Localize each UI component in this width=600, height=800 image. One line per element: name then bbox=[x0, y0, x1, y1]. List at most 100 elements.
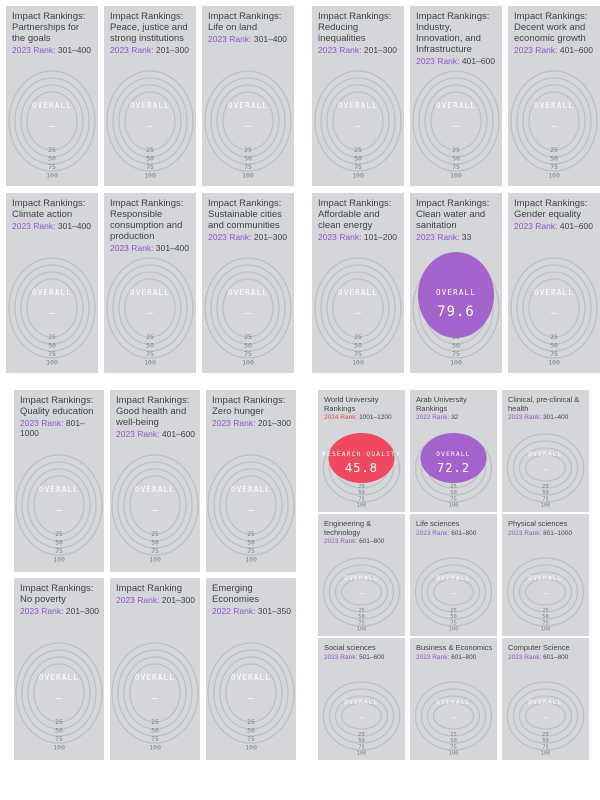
scale-tick: 100 bbox=[357, 503, 367, 509]
dial-ring bbox=[26, 91, 78, 151]
ranking-card[interactable]: Computer Science 2023 Rank: 601–800 OVERAL… bbox=[502, 638, 589, 760]
ranking-card[interactable]: Arab University Rankings 2022 Rank: 32 OVE… bbox=[410, 390, 497, 512]
rank-line: 2023 Rank: 101–200 bbox=[318, 231, 400, 243]
rank-value: 33 bbox=[461, 231, 472, 242]
rank-line: 2023 Rank: 601–800 bbox=[324, 538, 401, 545]
dial-ring bbox=[33, 475, 85, 535]
rank-label: 2023 Rank: bbox=[110, 242, 154, 253]
overall-label: OVERALL bbox=[231, 673, 271, 682]
ranking-title: Business & Economics bbox=[416, 643, 493, 652]
ranking-card[interactable]: Social sciences 2023 Rank: 501–600 OVERALL… bbox=[318, 638, 405, 760]
ranking-card[interactable]: Engineering & technology 2023 Rank: 601–8… bbox=[318, 514, 405, 636]
rank-line: 2023 Rank: 401–600 bbox=[514, 221, 596, 232]
rank-line: 2023 Rank: 201–300 bbox=[318, 45, 400, 56]
ranking-card[interactable]: Impact Rankings: Decent work and economi… bbox=[508, 6, 600, 186]
ranking-card[interactable]: Emerging Economies 2022 Rank: 301–350 OVER… bbox=[206, 578, 296, 760]
ranking-card[interactable]: Impact Rankings: Industry, Innovation, a… bbox=[410, 6, 502, 186]
scale-tick: 100 bbox=[149, 556, 161, 564]
dial-ring bbox=[334, 571, 389, 613]
ranking-card[interactable]: Impact Rankings: Clean water and sanitat… bbox=[410, 193, 502, 373]
ranking-card[interactable]: Clinical, pre-clinical & health 2023 Rank… bbox=[502, 390, 589, 512]
scale-tick: 100 bbox=[450, 359, 462, 367]
dial-ring bbox=[111, 454, 199, 556]
ranking-card[interactable]: Impact Rankings: Sustainable cities and … bbox=[202, 193, 294, 373]
scale-tick: 25 bbox=[452, 146, 460, 154]
rank-line: 2023 Rank: 501–600 bbox=[324, 654, 401, 661]
scale-tick: 100 bbox=[449, 627, 459, 633]
rank-label: 2023 Rank: bbox=[318, 231, 362, 242]
rank-label: 2023 Rank: bbox=[116, 594, 160, 605]
ranking-card[interactable]: Impact Rankings: Quality education 2023 R… bbox=[14, 390, 104, 572]
scale-tick: 50 bbox=[48, 155, 56, 163]
score-value: — bbox=[49, 308, 56, 319]
rank-label: 2022 Rank: bbox=[416, 414, 450, 422]
ranking-card[interactable]: Impact Rankings: Affordable and clean en… bbox=[312, 193, 404, 373]
scale-tick: 100 bbox=[541, 627, 551, 633]
scale-tick: 100 bbox=[449, 751, 459, 757]
score-value: — bbox=[551, 308, 558, 319]
ranking-card[interactable]: Life sciences 2023 Rank: 601–800 OVERALL —2… bbox=[410, 514, 497, 636]
scale-tick: 75 bbox=[55, 547, 63, 555]
ranking-title: Impact Rankings: Decent work and economi… bbox=[514, 11, 588, 44]
rank-value: 201–300 bbox=[257, 417, 291, 428]
ranking-card[interactable]: Business & Economics 2023 Rank: 601–800 OV… bbox=[410, 638, 497, 760]
rank-label: 2023 Rank: bbox=[416, 55, 460, 66]
rank-label: 2023 Rank: bbox=[208, 231, 252, 242]
dial-ring bbox=[213, 649, 289, 737]
overall-label: OVERALL bbox=[130, 288, 170, 297]
dial-ring bbox=[207, 642, 295, 744]
dial-ring bbox=[33, 663, 85, 723]
scale-tick: 100 bbox=[541, 751, 551, 757]
dial-ring bbox=[512, 440, 579, 496]
scale-tick: 50 bbox=[354, 342, 362, 350]
scale-tick: 75 bbox=[48, 163, 56, 171]
ranking-card[interactable]: Impact Ranking 2023 Rank: 201–300 OVERALL —… bbox=[110, 578, 200, 760]
dial-ring bbox=[420, 564, 487, 620]
ranking-title: Impact Ranking bbox=[116, 583, 183, 594]
scale-tick: 75 bbox=[358, 496, 365, 502]
rank-value: 201–300 bbox=[161, 594, 195, 605]
dial-ring bbox=[20, 84, 84, 158]
scale-tick: 100 bbox=[242, 172, 254, 180]
dial-ring bbox=[516, 264, 592, 352]
ranking-card[interactable]: World University Rankings 2024 Rank: 1001… bbox=[318, 390, 405, 512]
scale-tick: 50 bbox=[542, 490, 549, 496]
ranking-card[interactable]: Impact Rankings: Responsible consumption… bbox=[104, 193, 196, 373]
scale-tick: 50 bbox=[452, 155, 460, 163]
score-value: — bbox=[543, 465, 548, 474]
dial-ring bbox=[15, 454, 103, 556]
scale-tick: 75 bbox=[146, 163, 154, 171]
ranking-card[interactable]: Impact Rankings: Reducing inequalities 20… bbox=[312, 6, 404, 186]
rank-line: 2023 Rank: 401–600 bbox=[514, 45, 596, 56]
dial-ring bbox=[225, 663, 277, 723]
ranking-card[interactable]: Physical sciences 2023 Rank: 801–1000 OVER… bbox=[502, 514, 589, 636]
dial-ring bbox=[506, 557, 585, 627]
ranking-card[interactable]: Impact Rankings: Good health and well-be… bbox=[110, 390, 200, 572]
ranking-card[interactable]: Impact Rankings: Peace, justice and stro… bbox=[104, 6, 196, 186]
overall-label: OVERALL bbox=[32, 101, 72, 110]
ranking-title: Engineering & technology bbox=[324, 519, 372, 537]
rank-value: 201–300 bbox=[65, 605, 99, 616]
scale-tick: 50 bbox=[247, 539, 255, 547]
ranking-title: Impact Rankings: Life on land bbox=[208, 11, 282, 33]
dial-ring bbox=[524, 454, 567, 482]
rank-label: 2023 Rank: bbox=[110, 44, 154, 55]
dial-ring bbox=[512, 564, 579, 620]
rank-label: 2023 Rank: bbox=[116, 428, 160, 439]
scale-tick: 100 bbox=[46, 359, 58, 367]
ranking-card[interactable]: Impact Rankings: Partnerships for the go… bbox=[6, 6, 98, 186]
ranking-card[interactable]: Impact Rankings: No poverty 2023 Rank: 20… bbox=[14, 578, 104, 760]
dial-ring bbox=[326, 271, 390, 345]
dial-ring bbox=[510, 257, 598, 359]
ranking-card[interactable]: Impact Rankings: Zero hunger 2023 Rank: 2… bbox=[206, 390, 296, 572]
rank-value: 601–800 bbox=[359, 538, 385, 546]
rank-line: 2022 Rank: 32 bbox=[416, 414, 493, 421]
dial-ring bbox=[412, 70, 500, 172]
ranking-card[interactable]: Impact Rankings: Gender equality 2023 Ran… bbox=[508, 193, 600, 373]
ranking-card[interactable]: Impact Rankings: Climate action 2023 Rank… bbox=[6, 193, 98, 373]
ranking-card[interactable]: Impact Rankings: Life on land 2023 Rank: … bbox=[202, 6, 294, 186]
scale-tick: 75 bbox=[450, 620, 457, 626]
